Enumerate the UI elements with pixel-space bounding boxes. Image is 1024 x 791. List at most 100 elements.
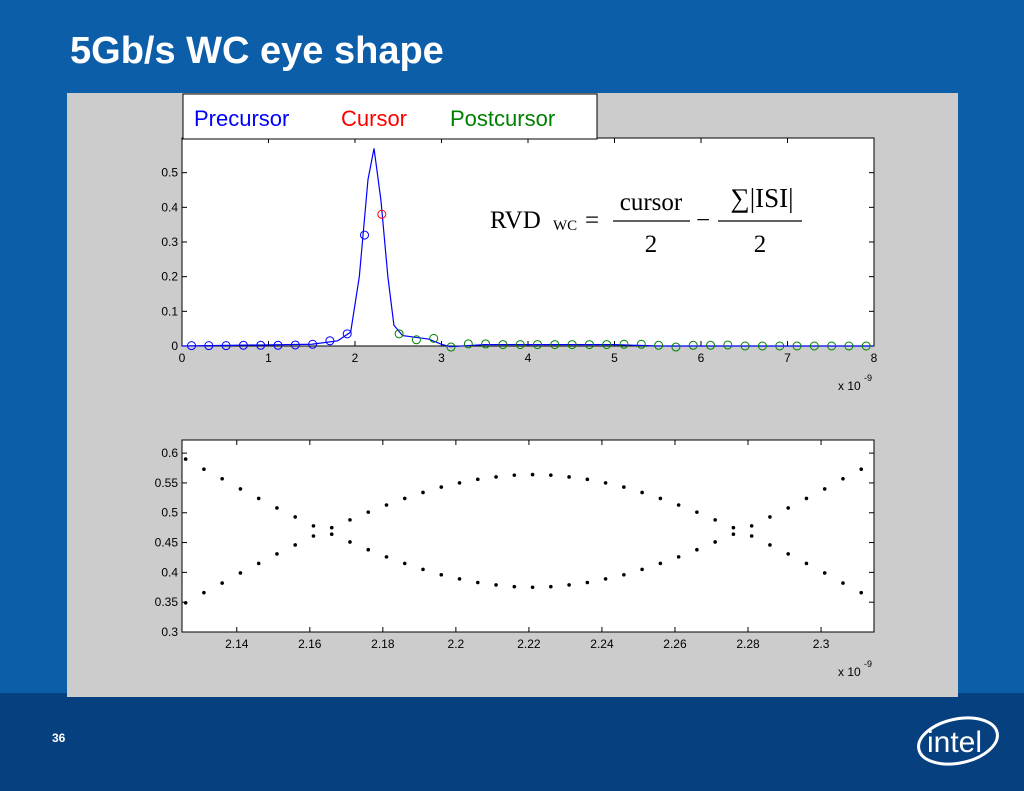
dot <box>202 590 206 595</box>
dot <box>603 481 608 485</box>
dot <box>530 472 535 477</box>
dot <box>421 567 425 572</box>
x-tick-label: 2.14 <box>225 637 249 651</box>
x-tick-label: 8 <box>871 351 878 365</box>
formula-denominator: 2 <box>645 231 658 258</box>
y-tick-label: 0.3 <box>161 235 178 249</box>
marker <box>844 341 854 351</box>
dot <box>402 561 407 566</box>
dot <box>530 585 535 590</box>
dot <box>676 503 681 507</box>
dot <box>494 583 498 587</box>
x-tick-label: 2 <box>352 351 359 365</box>
x-multiplier: x 10 <box>838 379 861 393</box>
dot <box>567 583 571 587</box>
dot <box>311 524 316 528</box>
dot <box>256 496 261 501</box>
dot <box>512 584 517 589</box>
marker <box>411 335 421 345</box>
dot <box>549 584 553 589</box>
dot <box>841 581 845 585</box>
dot <box>859 590 864 595</box>
dot <box>439 572 444 577</box>
marker <box>706 340 716 350</box>
dot <box>311 534 316 538</box>
dot <box>366 510 371 514</box>
marker <box>654 340 664 350</box>
dot <box>622 485 626 489</box>
dot <box>329 532 334 537</box>
marker <box>463 339 473 349</box>
x-tick-label: 2.24 <box>590 637 614 651</box>
y-tick-label: 0.4 <box>161 200 178 214</box>
x-multiplier-exponent: -9 <box>864 659 872 669</box>
marker <box>481 339 491 349</box>
slide-title: 5Gb/s WC eye shape <box>70 30 444 72</box>
dot <box>695 547 699 552</box>
marker <box>619 339 629 349</box>
marker <box>256 340 266 350</box>
dot <box>183 457 188 461</box>
formula-minus: − <box>696 207 710 234</box>
y-tick-label: 0.45 <box>155 536 179 550</box>
marker <box>360 230 370 240</box>
dot <box>695 510 699 514</box>
marker <box>290 340 300 350</box>
dot <box>384 503 389 507</box>
dot <box>749 524 754 528</box>
x-tick-label: 2.3 <box>813 637 830 651</box>
legend-entry: Cursor <box>341 106 407 131</box>
marker <box>550 340 560 350</box>
x-multiplier-exponent: -9 <box>864 373 872 383</box>
marker <box>394 329 404 339</box>
formula-numerator: cursor <box>620 189 683 216</box>
dot <box>585 477 590 482</box>
slide-number: 36 <box>52 731 66 745</box>
y-tick-label: 0.4 <box>161 565 178 579</box>
x-tick-label: 2.16 <box>298 637 322 651</box>
formula-lhs: RVD <box>490 207 541 234</box>
marker <box>567 340 577 350</box>
x-tick-label: 0 <box>179 351 186 365</box>
dot <box>676 555 681 559</box>
marker <box>792 341 802 351</box>
dot <box>475 477 480 482</box>
plots: 00.10.20.30.40.50 1 2 3 4 5 6 7 8x 10-9Precursor… <box>155 93 878 679</box>
marker <box>204 341 214 351</box>
plot-area <box>181 439 875 633</box>
legend-entry: Precursor <box>194 106 289 131</box>
dot <box>804 496 809 501</box>
x-tick-label: 2.18 <box>371 637 395 651</box>
y-tick-label: 0 <box>171 339 178 353</box>
dot <box>859 467 864 472</box>
dot <box>549 473 553 477</box>
dot <box>293 543 298 547</box>
x-multiplier: x 10 <box>838 665 861 679</box>
marker <box>809 341 819 351</box>
dot <box>348 518 352 522</box>
x-tick-label: 2.26 <box>663 637 687 651</box>
marker <box>671 342 681 352</box>
y-tick-label: 0.1 <box>161 304 178 318</box>
plot-area <box>181 137 875 347</box>
marker <box>238 340 248 350</box>
dot <box>749 534 754 538</box>
legend-entry: Postcursor <box>450 106 555 131</box>
x-tick-label: 5 <box>611 351 618 365</box>
dot <box>329 525 334 530</box>
formula-equals: = <box>585 207 599 234</box>
marker <box>757 341 767 351</box>
x-tick-label: 4 <box>525 351 532 365</box>
y-tick-label: 0.55 <box>155 476 179 490</box>
x-tick-label: 2.28 <box>736 637 760 651</box>
x-tick-label: 3 <box>438 351 445 365</box>
dot <box>603 577 608 581</box>
dot <box>402 496 407 501</box>
dot <box>421 490 425 495</box>
marker <box>273 340 283 350</box>
dot <box>439 485 444 489</box>
marker <box>221 341 231 351</box>
dot <box>275 552 279 556</box>
marker <box>325 336 335 346</box>
x-tick-label: 6 <box>698 351 705 365</box>
